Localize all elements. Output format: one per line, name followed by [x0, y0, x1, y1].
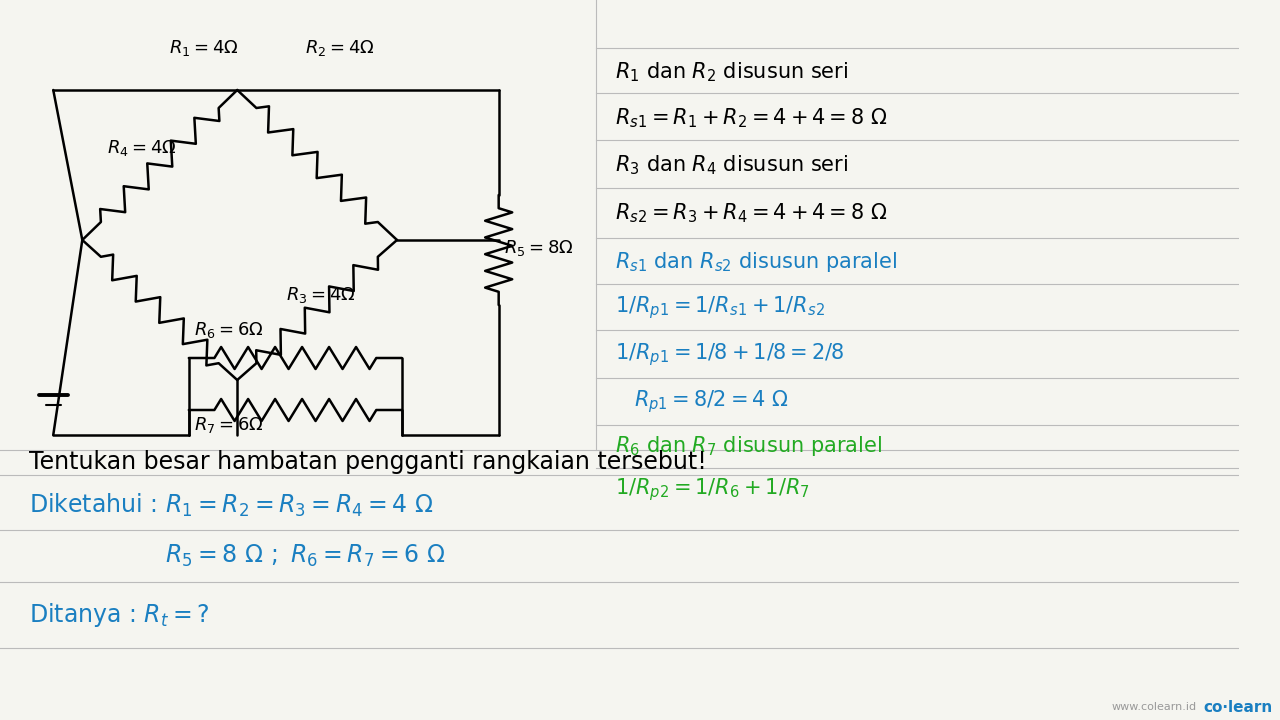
Text: Tentukan besar hambatan pengganti rangkaian tersebut!: Tentukan besar hambatan pengganti rangka…	[29, 450, 707, 474]
Text: $R_4 = 4\Omega$: $R_4 = 4\Omega$	[106, 138, 177, 158]
Text: $R_5 = 8\ \Omega\ ;\ R_6 = R_7 = 6\ \Omega$: $R_5 = 8\ \Omega\ ;\ R_6 = R_7 = 6\ \Ome…	[165, 543, 445, 569]
Text: $R_3 = 4\Omega$: $R_3 = 4\Omega$	[285, 285, 356, 305]
Text: www.colearn.id: www.colearn.id	[1111, 702, 1197, 712]
Text: co·learn: co·learn	[1203, 700, 1272, 714]
Text: $R_{p1} = 8/2 = 4\ \Omega$: $R_{p1} = 8/2 = 4\ \Omega$	[634, 389, 790, 415]
Text: Diketahui : $R_1 = R_2 = R_3 = R_4 = 4\ \Omega$: Diketahui : $R_1 = R_2 = R_3 = R_4 = 4\ …	[29, 492, 434, 518]
Text: $R_{s1} = R_1 + R_2 = 4 + 4 = 8\ \Omega$: $R_{s1} = R_1 + R_2 = 4 + 4 = 8\ \Omega$	[614, 107, 887, 130]
Text: $1/R_{p1} = 1/R_{s1} + 1/R_{s2}$: $1/R_{p1} = 1/R_{s1} + 1/R_{s2}$	[614, 294, 824, 321]
Text: $R_7 = 6\Omega$: $R_7 = 6\Omega$	[193, 415, 264, 435]
Text: $R_{s2} = R_3 + R_4 = 4 + 4 = 8\ \Omega$: $R_{s2} = R_3 + R_4 = 4 + 4 = 8\ \Omega$	[614, 201, 887, 225]
Text: $1/R_{p2} = 1/R_6 + 1/R_7$: $1/R_{p2} = 1/R_6 + 1/R_7$	[614, 477, 810, 503]
Text: $1/R_{p1} = 1/8 + 1/8 = 2/8$: $1/R_{p1} = 1/8 + 1/8 = 2/8$	[614, 341, 844, 369]
Text: $R_1 = 4\Omega$: $R_1 = 4\Omega$	[169, 38, 239, 58]
Text: $R_6$ dan $R_7$ disusun paralel: $R_6$ dan $R_7$ disusun paralel	[614, 434, 882, 458]
Text: $R_1$ dan $R_2$ disusun seri: $R_1$ dan $R_2$ disusun seri	[614, 60, 849, 84]
Text: $R_3$ dan $R_4$ disusun seri: $R_3$ dan $R_4$ disusun seri	[614, 153, 849, 177]
Text: Ditanya : $R_t = ?$: Ditanya : $R_t = ?$	[29, 601, 210, 629]
Text: $R_6 = 6\Omega$: $R_6 = 6\Omega$	[193, 320, 264, 340]
Text: $R_5 = 8\Omega$: $R_5 = 8\Omega$	[503, 238, 573, 258]
Text: $R_2 = 4\Omega$: $R_2 = 4\Omega$	[305, 38, 375, 58]
Text: $R_{s1}$ dan $R_{s2}$ disusun paralel: $R_{s1}$ dan $R_{s2}$ disusun paralel	[614, 250, 897, 274]
